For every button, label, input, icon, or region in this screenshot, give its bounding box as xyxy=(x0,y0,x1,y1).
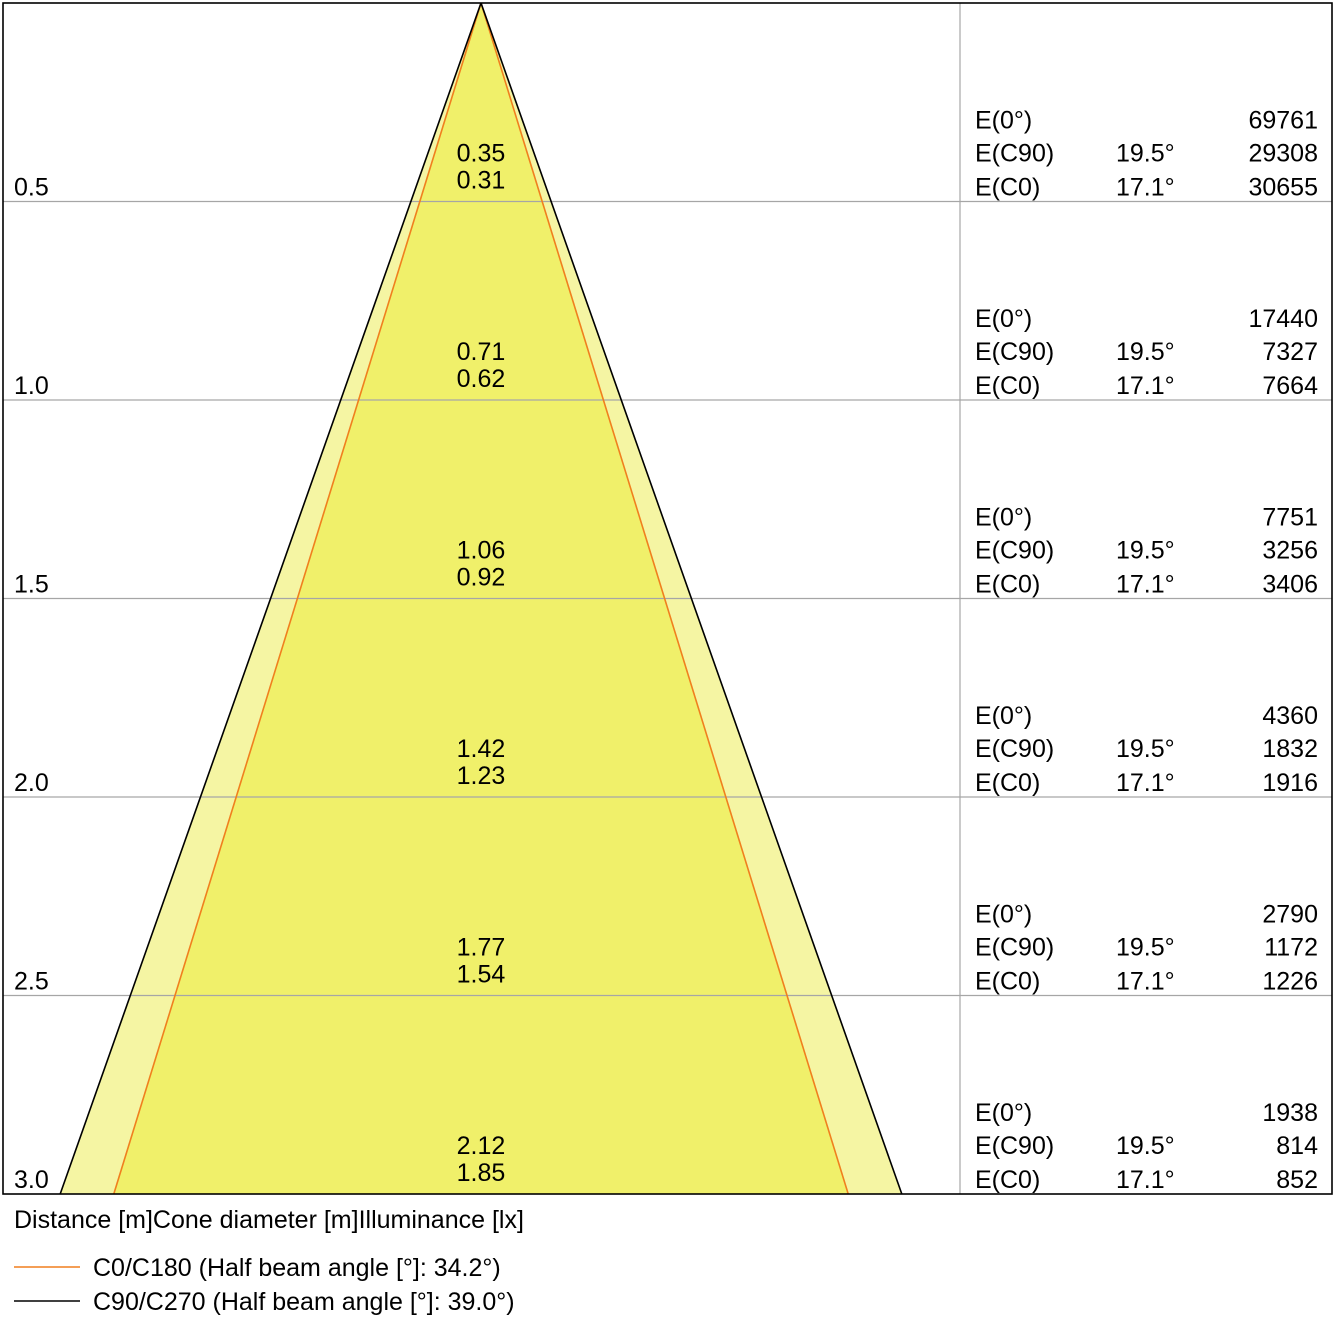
cone-diameter-c0: 1.23 xyxy=(457,762,506,790)
illuminance-row-label: E(C0) xyxy=(975,968,1040,996)
illuminance-e0: 1938 xyxy=(1262,1099,1318,1127)
distance-label: 2.0 xyxy=(14,769,49,797)
angle-c0: 17.1° xyxy=(1116,372,1175,400)
axis-label: Distance [m]Cone diameter [m]Illuminance… xyxy=(14,1206,524,1234)
illuminance-ec90: 7327 xyxy=(1262,338,1318,366)
illuminance-ec0: 30655 xyxy=(1248,174,1318,202)
illuminance-row-label: E(C90) xyxy=(975,140,1054,168)
angle-c90: 19.5° xyxy=(1116,338,1175,366)
illuminance-row-label: E(C90) xyxy=(975,735,1054,763)
illuminance-row-label: E(C90) xyxy=(975,338,1054,366)
illuminance-row-label: E(C90) xyxy=(975,1132,1054,1160)
illuminance-row-label: E(C0) xyxy=(975,769,1040,797)
illuminance-ec0: 1226 xyxy=(1262,968,1318,996)
illuminance-ec0: 852 xyxy=(1276,1166,1318,1194)
angle-c90: 19.5° xyxy=(1116,735,1175,763)
angle-c90: 19.5° xyxy=(1116,1132,1175,1160)
illuminance-ec90: 3256 xyxy=(1262,537,1318,565)
illuminance-e0: 4360 xyxy=(1262,702,1318,730)
angle-c90: 19.5° xyxy=(1116,934,1175,962)
illuminance-row-label: E(0°) xyxy=(975,901,1032,929)
angle-c0: 17.1° xyxy=(1116,174,1175,202)
illuminance-ec90: 1172 xyxy=(1264,934,1318,962)
c90-edge-left xyxy=(59,2,482,1195)
illuminance-e0: 7751 xyxy=(1262,504,1318,532)
illuminance-row-label: E(C0) xyxy=(975,372,1040,400)
angle-c0: 17.1° xyxy=(1116,769,1175,797)
illuminance-ec0: 7664 xyxy=(1262,372,1318,400)
cone-diameter-c0: 0.31 xyxy=(457,167,506,195)
angle-c0: 17.1° xyxy=(1116,571,1175,599)
distance-label: 2.5 xyxy=(14,968,49,996)
c0-edge-left xyxy=(113,2,482,1195)
illuminance-ec0: 3406 xyxy=(1262,571,1318,599)
cone-diameter-c90: 0.35 xyxy=(457,140,506,168)
cone-diameter-c0: 0.62 xyxy=(457,365,506,393)
angle-c0: 17.1° xyxy=(1116,968,1175,996)
angle-c90: 19.5° xyxy=(1116,140,1175,168)
legend-label: C90/C270 (Half beam angle [°]: 39.0°) xyxy=(93,1288,515,1316)
illuminance-row-label: E(C0) xyxy=(975,174,1040,202)
c0-edge-right xyxy=(480,2,849,1195)
cone-diameter-c90: 0.71 xyxy=(457,338,506,366)
illuminance-row-label: E(0°) xyxy=(975,107,1032,135)
illuminance-row-label: E(C90) xyxy=(975,537,1054,565)
angle-c90: 19.5° xyxy=(1116,537,1175,565)
cone-diameter-c90: 1.42 xyxy=(457,735,506,763)
cone-diameter-c90: 2.12 xyxy=(457,1132,506,1160)
illuminance-row-label: E(C0) xyxy=(975,1166,1040,1194)
illuminance-row-label: E(0°) xyxy=(975,504,1032,532)
illuminance-row-label: E(0°) xyxy=(975,1099,1032,1127)
illuminance-ec90: 29308 xyxy=(1248,140,1318,168)
illuminance-row-label: E(C90) xyxy=(975,934,1054,962)
distance-label: 1.0 xyxy=(14,372,49,400)
legend-label: C0/C180 (Half beam angle [°]: 34.2°) xyxy=(93,1254,501,1282)
distance-label: 3.0 xyxy=(14,1166,49,1194)
c90-edge-right xyxy=(480,2,903,1195)
illuminance-e0: 69761 xyxy=(1248,107,1318,135)
illuminance-ec0: 1916 xyxy=(1262,769,1318,797)
illuminance-row-label: E(C0) xyxy=(975,571,1040,599)
distance-label: 0.5 xyxy=(14,174,49,202)
illuminance-row-label: E(0°) xyxy=(975,702,1032,730)
plot-frame xyxy=(2,2,1333,1195)
illuminance-e0: 2790 xyxy=(1262,901,1318,929)
cone-diameter-c90: 1.06 xyxy=(457,537,506,565)
cone-diameter-c0: 1.85 xyxy=(457,1159,506,1187)
angle-c0: 17.1° xyxy=(1116,1166,1175,1194)
cone-diameter-c0: 1.54 xyxy=(457,961,506,989)
illuminance-e0: 17440 xyxy=(1248,305,1318,333)
cone-diameter-c90: 1.77 xyxy=(457,934,506,962)
distance-label: 1.5 xyxy=(14,571,49,599)
illuminance-row-label: E(0°) xyxy=(975,305,1032,333)
illuminance-ec90: 814 xyxy=(1276,1132,1318,1160)
cone-diameter-c0: 0.92 xyxy=(457,564,506,592)
illuminance-ec90: 1832 xyxy=(1262,735,1318,763)
